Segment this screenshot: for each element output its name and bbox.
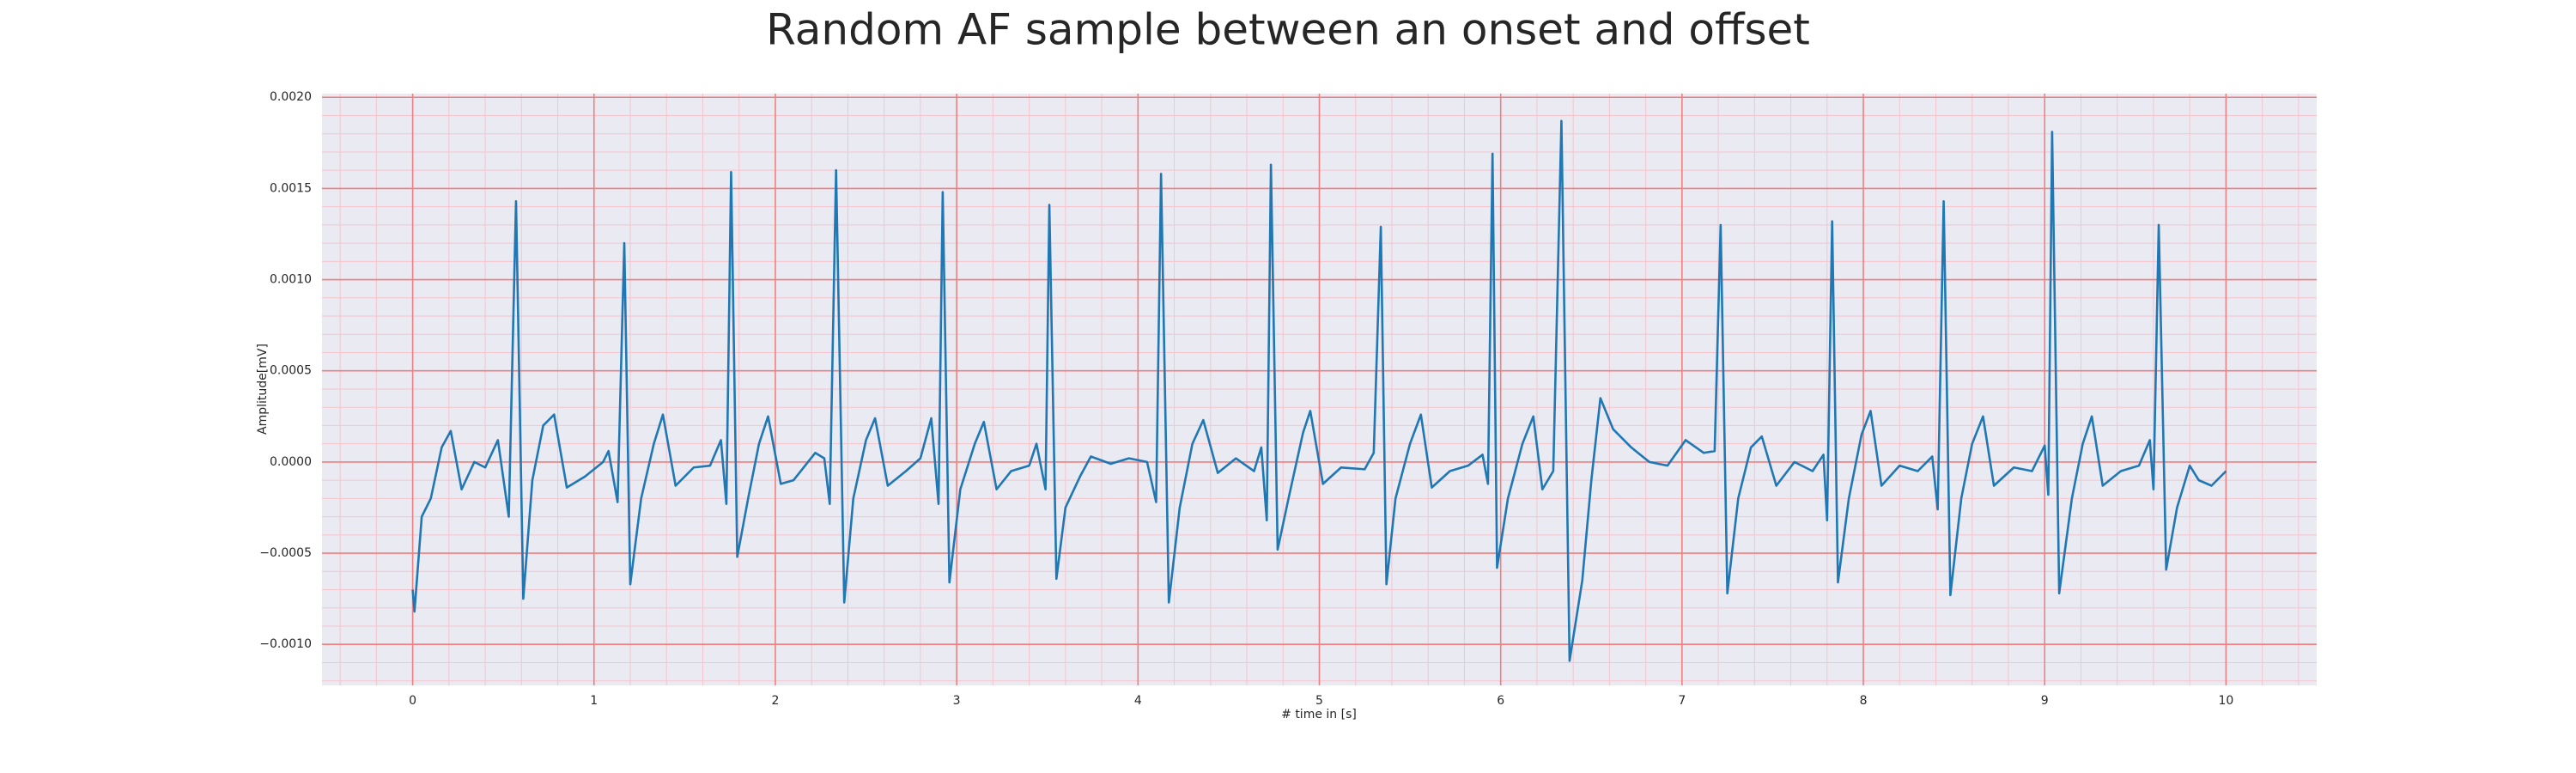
- x-tick-label: 8: [1860, 694, 1868, 708]
- y-tick-label: 0.0015: [270, 181, 312, 195]
- y-tick-label: −0.0005: [259, 546, 312, 560]
- x-tick-label: 1: [590, 694, 598, 708]
- x-tick-label: 0: [409, 694, 416, 708]
- x-tick-label: 2: [771, 694, 779, 708]
- x-tick-label: 6: [1497, 694, 1504, 708]
- y-tick-label: 0.0010: [270, 273, 312, 287]
- x-tick-label: 3: [953, 694, 961, 708]
- y-tick-label: −0.0010: [259, 637, 312, 651]
- y-tick-label: 0.0005: [270, 364, 312, 378]
- x-axis-label: # time in [s]: [1281, 708, 1357, 721]
- x-tick-label: 5: [1315, 694, 1323, 708]
- y-tick-label: 0.0000: [270, 455, 312, 469]
- x-tick-label: 4: [1134, 694, 1142, 708]
- chart-title: Random AF sample between an onset and of…: [766, 5, 1810, 55]
- x-tick-label: 9: [2041, 694, 2049, 708]
- signal-line: [411, 119, 2227, 662]
- x-tick-label: 7: [1678, 694, 1686, 708]
- y-tick-label: 0.0020: [270, 90, 312, 104]
- y-axis-label: Amplitude[mV]: [256, 344, 270, 435]
- x-tick-label: 10: [2218, 694, 2233, 708]
